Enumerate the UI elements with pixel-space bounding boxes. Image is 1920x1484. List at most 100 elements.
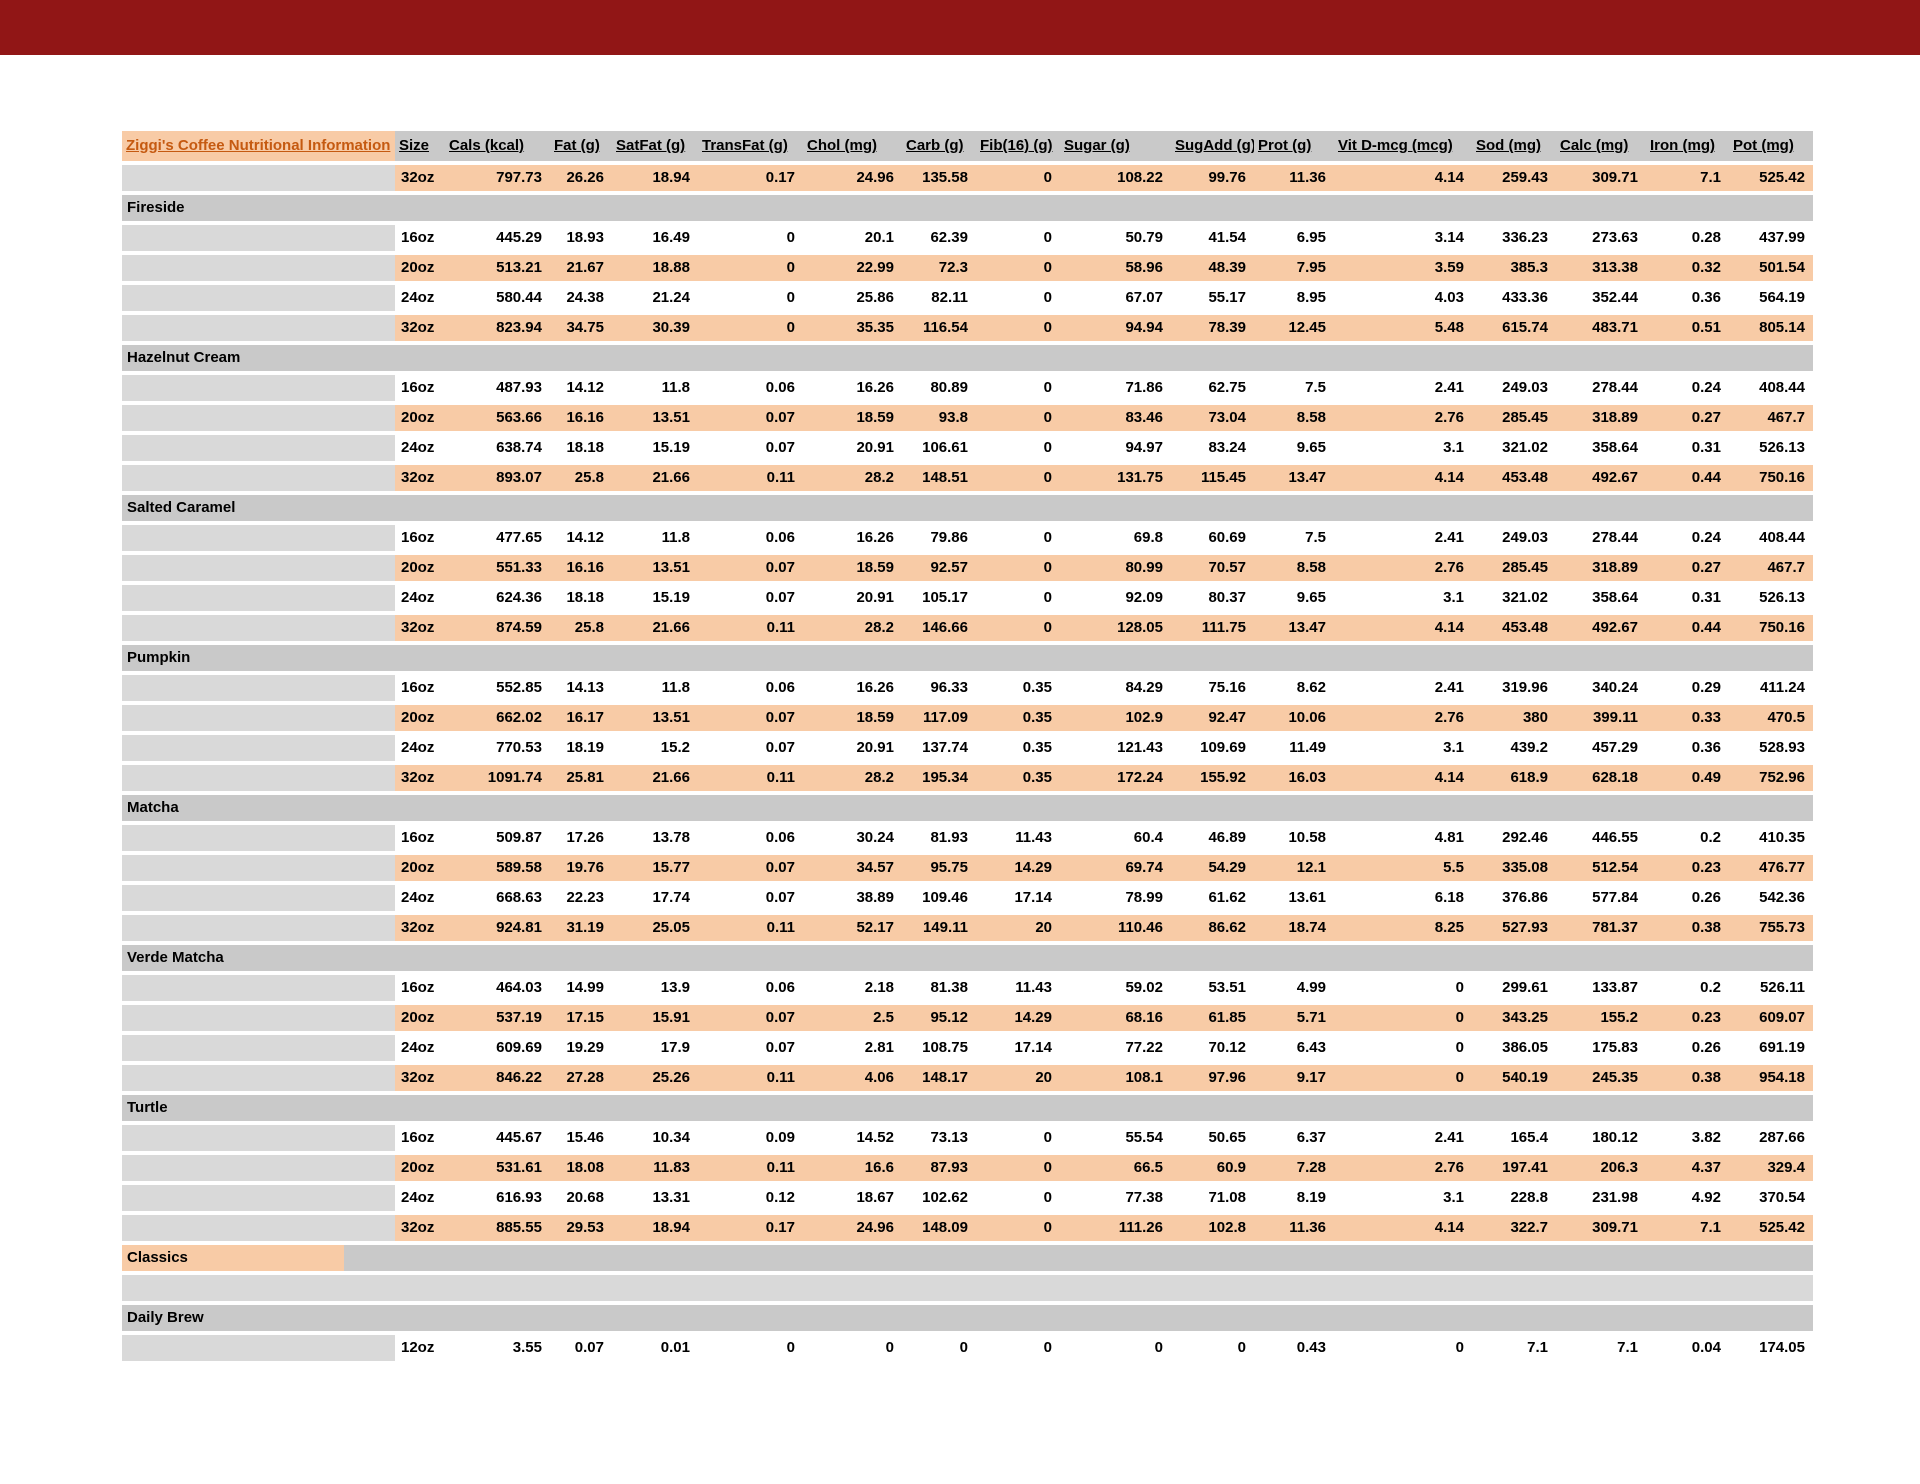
value-cell-sod-mg[interactable]: 615.74	[1472, 315, 1556, 341]
value-cell-satfat-g[interactable]: 21.66	[612, 615, 698, 641]
value-cell-iron-mg[interactable]: 0.44	[1646, 615, 1729, 641]
value-cell-sugadd-g[interactable]: 73.04	[1171, 405, 1254, 431]
value-cell-prot-g[interactable]: 7.5	[1254, 375, 1334, 401]
value-cell-fat-g[interactable]: 16.16	[550, 405, 612, 431]
value-cell-fat-g[interactable]: 21.67	[550, 255, 612, 281]
value-cell-calc-mg[interactable]: 206.3	[1556, 1155, 1646, 1181]
value-cell-satfat-g[interactable]: 17.74	[612, 885, 698, 911]
value-cell-cals-kcal[interactable]: 885.55	[445, 1215, 550, 1241]
value-cell-iron-mg[interactable]: 0.2	[1646, 975, 1729, 1001]
value-cell-sugar-g[interactable]: 67.07	[1060, 285, 1171, 311]
value-cell-chol-mg[interactable]: 16.26	[803, 675, 902, 701]
value-cell-prot-g[interactable]: 0.43	[1254, 1335, 1334, 1361]
column-header-sod-mg[interactable]: Sod (mg)	[1472, 131, 1556, 161]
value-cell-sod-mg[interactable]: 249.03	[1472, 375, 1556, 401]
column-header-pot-mg[interactable]: Pot (mg)	[1729, 131, 1813, 161]
sheet-title-link[interactable]: Ziggi's Coffee Nutritional Information	[122, 131, 395, 161]
value-cell-prot-g[interactable]: 13.47	[1254, 465, 1334, 491]
column-header-satfat-g[interactable]: SatFat (g)	[612, 131, 698, 161]
value-cell-sugadd-g[interactable]: 97.96	[1171, 1065, 1254, 1091]
value-cell-calc-mg[interactable]: 278.44	[1556, 525, 1646, 551]
column-header-iron-mg[interactable]: Iron (mg)	[1646, 131, 1729, 161]
value-cell-iron-mg[interactable]: 0.04	[1646, 1335, 1729, 1361]
value-cell-carb-g[interactable]: 81.93	[902, 825, 976, 851]
row-label-cell[interactable]	[122, 285, 395, 311]
value-cell-iron-mg[interactable]: 7.1	[1646, 1215, 1729, 1241]
value-cell-fib-16-g[interactable]: 0	[976, 225, 1060, 251]
value-cell-satfat-g[interactable]: 16.49	[612, 225, 698, 251]
value-cell-satfat-g[interactable]: 13.51	[612, 555, 698, 581]
row-label-cell[interactable]	[122, 615, 395, 641]
value-cell-vit-d-mcg-mcg[interactable]: 4.03	[1334, 285, 1472, 311]
row-label-cell[interactable]	[122, 465, 395, 491]
value-cell-sugar-g[interactable]: 131.75	[1060, 465, 1171, 491]
row-label-cell[interactable]	[122, 585, 395, 611]
section-row-hazelnut-cream[interactable]: Hazelnut Cream	[122, 345, 1813, 371]
value-cell-cals-kcal[interactable]: 924.81	[445, 915, 550, 941]
value-cell-vit-d-mcg-mcg[interactable]: 3.59	[1334, 255, 1472, 281]
value-cell-fat-g[interactable]: 18.19	[550, 735, 612, 761]
value-cell-sugadd-g[interactable]: 75.16	[1171, 675, 1254, 701]
value-cell-iron-mg[interactable]: 0.26	[1646, 1035, 1729, 1061]
value-cell-fat-g[interactable]: 18.08	[550, 1155, 612, 1181]
column-header-transfat-g[interactable]: TransFat (g)	[698, 131, 803, 161]
value-cell-carb-g[interactable]: 95.75	[902, 855, 976, 881]
size-cell[interactable]: 32oz	[395, 315, 445, 341]
value-cell-iron-mg[interactable]: 0.33	[1646, 705, 1729, 731]
value-cell-carb-g[interactable]: 146.66	[902, 615, 976, 641]
value-cell-fib-16-g[interactable]: 0.35	[976, 765, 1060, 791]
value-cell-sugar-g[interactable]: 108.1	[1060, 1065, 1171, 1091]
value-cell-vit-d-mcg-mcg[interactable]: 2.76	[1334, 1155, 1472, 1181]
value-cell-sugadd-g[interactable]: 111.75	[1171, 615, 1254, 641]
value-cell-carb-g[interactable]: 0	[902, 1335, 976, 1361]
value-cell-transfat-g[interactable]: 0.12	[698, 1185, 803, 1211]
value-cell-fat-g[interactable]: 34.75	[550, 315, 612, 341]
value-cell-sod-mg[interactable]: 299.61	[1472, 975, 1556, 1001]
value-cell-sugar-g[interactable]: 92.09	[1060, 585, 1171, 611]
value-cell-transfat-g[interactable]: 0.07	[698, 405, 803, 431]
value-cell-cals-kcal[interactable]: 3.55	[445, 1335, 550, 1361]
value-cell-fat-g[interactable]: 14.12	[550, 375, 612, 401]
value-cell-sugadd-g[interactable]: 61.85	[1171, 1005, 1254, 1031]
value-cell-iron-mg[interactable]: 0.29	[1646, 675, 1729, 701]
value-cell-chol-mg[interactable]: 20.1	[803, 225, 902, 251]
value-cell-transfat-g[interactable]: 0.17	[698, 1215, 803, 1241]
column-header-prot-g[interactable]: Prot (g)	[1254, 131, 1334, 161]
value-cell-fib-16-g[interactable]: 0	[976, 1215, 1060, 1241]
column-header-fat-g[interactable]: Fat (g)	[550, 131, 612, 161]
value-cell-chol-mg[interactable]: 38.89	[803, 885, 902, 911]
value-cell-pot-mg[interactable]: 470.5	[1729, 705, 1813, 731]
value-cell-sugadd-g[interactable]: 83.24	[1171, 435, 1254, 461]
value-cell-transfat-g[interactable]: 0.07	[698, 855, 803, 881]
value-cell-sugadd-g[interactable]: 80.37	[1171, 585, 1254, 611]
value-cell-pot-mg[interactable]: 526.13	[1729, 585, 1813, 611]
value-cell-iron-mg[interactable]: 3.82	[1646, 1125, 1729, 1151]
size-cell[interactable]: 32oz	[395, 465, 445, 491]
value-cell-pot-mg[interactable]: 174.05	[1729, 1335, 1813, 1361]
value-cell-cals-kcal[interactable]: 563.66	[445, 405, 550, 431]
value-cell-sugadd-g[interactable]: 0	[1171, 1335, 1254, 1361]
value-cell-fib-16-g[interactable]: 20	[976, 915, 1060, 941]
value-cell-cals-kcal[interactable]: 770.53	[445, 735, 550, 761]
value-cell-carb-g[interactable]: 148.51	[902, 465, 976, 491]
value-cell-sugadd-g[interactable]: 102.8	[1171, 1215, 1254, 1241]
value-cell-pot-mg[interactable]: 526.13	[1729, 435, 1813, 461]
value-cell-sugar-g[interactable]: 69.74	[1060, 855, 1171, 881]
value-cell-fib-16-g[interactable]: 0	[976, 435, 1060, 461]
value-cell-chol-mg[interactable]: 18.59	[803, 405, 902, 431]
value-cell-fib-16-g[interactable]: 11.43	[976, 825, 1060, 851]
value-cell-carb-g[interactable]: 79.86	[902, 525, 976, 551]
value-cell-sugadd-g[interactable]: 155.92	[1171, 765, 1254, 791]
value-cell-fib-16-g[interactable]: 20	[976, 1065, 1060, 1091]
value-cell-carb-g[interactable]: 148.09	[902, 1215, 976, 1241]
value-cell-vit-d-mcg-mcg[interactable]: 8.25	[1334, 915, 1472, 941]
value-cell-pot-mg[interactable]: 411.24	[1729, 675, 1813, 701]
value-cell-cals-kcal[interactable]: 477.65	[445, 525, 550, 551]
value-cell-iron-mg[interactable]: 4.37	[1646, 1155, 1729, 1181]
value-cell-sod-mg[interactable]: 343.25	[1472, 1005, 1556, 1031]
value-cell-pot-mg[interactable]: 750.16	[1729, 465, 1813, 491]
value-cell-fat-g[interactable]: 26.26	[550, 165, 612, 191]
value-cell-sugadd-g[interactable]: 99.76	[1171, 165, 1254, 191]
value-cell-fib-16-g[interactable]: 0.35	[976, 735, 1060, 761]
value-cell-calc-mg[interactable]: 352.44	[1556, 285, 1646, 311]
